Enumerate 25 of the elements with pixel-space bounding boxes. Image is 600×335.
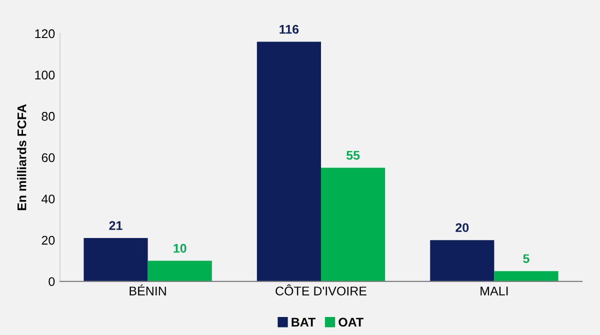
y-tick-label: 120 [35, 29, 55, 38]
bar [430, 240, 494, 282]
data-label: 116 [280, 24, 299, 34]
data-label: 10 [174, 244, 186, 253]
data-label: 21 [109, 221, 122, 230]
bar [256, 42, 321, 282]
data-label: 20 [456, 223, 469, 232]
bar [494, 271, 558, 282]
x-tick-label: CÔTE D'IVOIRE [276, 284, 366, 296]
y-tick-label: 0 [48, 277, 55, 286]
data-label: 55 [346, 151, 360, 160]
y-axis-title: En milliards FCFA [17, 104, 26, 210]
y-tick-label: 100 [35, 70, 55, 80]
data-label: 5 [523, 254, 530, 264]
bar [321, 168, 386, 282]
bar [84, 238, 148, 282]
legend-label: OAT [338, 318, 364, 327]
y-tick-label: 20 [42, 236, 55, 245]
legend-label: BAT [292, 318, 316, 326]
y-tick-label: 40 [42, 194, 55, 204]
bar [148, 260, 212, 282]
y-tick-label: 60 [42, 153, 55, 162]
x-tick-label: MALI [480, 286, 508, 296]
y-tick-label: 80 [42, 112, 55, 121]
x-tick-label: BÉNIN [130, 284, 166, 296]
